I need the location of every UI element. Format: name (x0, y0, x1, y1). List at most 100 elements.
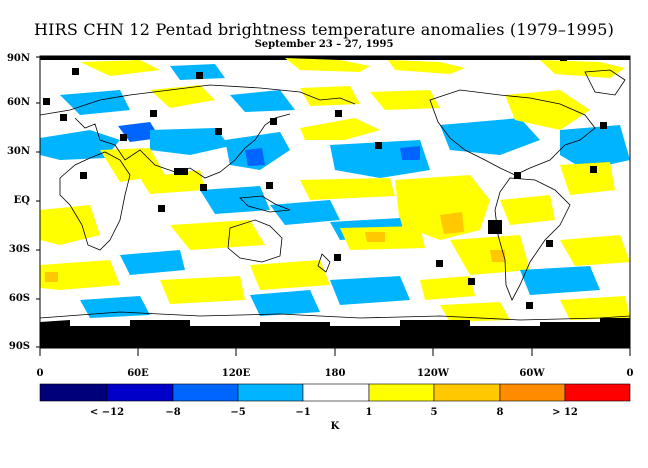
lon-label-180: 180 (324, 368, 346, 379)
missing-data-cell (270, 118, 277, 125)
colorbar-label: −8 (165, 407, 181, 418)
strong-warm-patch (440, 212, 464, 234)
lon-label-120w: 120W (416, 368, 450, 379)
colorbar-bin-5 (302, 383, 370, 402)
north-america-outline (429, 89, 596, 176)
colorbar-label: 8 (496, 407, 504, 418)
coastlines (40, 69, 630, 321)
lat-label-90s: 90S (8, 341, 30, 352)
new-zealand-outline (317, 253, 331, 273)
warm-patch (285, 58, 370, 72)
colorbar-label: −1 (295, 407, 311, 418)
antarctica-coast (40, 311, 630, 321)
missing-data-cell (43, 98, 50, 105)
missing-data-cell (526, 302, 533, 309)
colorbar-bin-6 (368, 383, 435, 402)
indonesia-outline (239, 195, 291, 213)
missing-data-cell (215, 128, 222, 135)
colorbar-unit: K (330, 421, 340, 432)
missing-data-cell (375, 142, 382, 149)
colorbar-bin-4 (237, 383, 304, 402)
missing-data-cell (266, 182, 273, 189)
missing-data-cell (150, 110, 157, 117)
missing-data-cell (436, 260, 443, 267)
missing-data-cell (600, 122, 607, 129)
warm-patch (100, 148, 165, 182)
missing-data-cell (80, 172, 87, 179)
missing-data-cell (200, 184, 207, 191)
lon-label-60e: 60E (127, 368, 149, 379)
warm-patch (388, 60, 465, 74)
warm-patch (170, 220, 265, 250)
missing-data-cell (560, 56, 567, 61)
strong-warm-patch (490, 250, 505, 262)
cold-patch (150, 128, 230, 155)
missing-data-cell (590, 166, 597, 173)
lat-label-30s: 30S (8, 244, 30, 255)
warm-patch (300, 118, 380, 140)
missing-data-cell (468, 278, 475, 285)
cold-patch (440, 118, 540, 155)
lon-label-60w: 60W (519, 368, 545, 379)
cold-patch (120, 250, 185, 275)
greenland-outline (584, 69, 626, 96)
warm-patch (300, 86, 360, 106)
lat-label-30n: 30N (6, 146, 30, 157)
cold-patch (60, 90, 130, 115)
lat-label-60n: 60N (6, 97, 30, 108)
axis-ticks (36, 56, 631, 356)
lat-label-60s: 60S (8, 293, 30, 304)
missing-data-cell (196, 72, 203, 79)
lon-label-0: 0 (36, 368, 44, 379)
warm-patch (300, 178, 395, 200)
warm-patch (560, 162, 615, 195)
africa-outline (59, 151, 131, 251)
warm-patch (395, 175, 490, 240)
colorbar (39, 383, 631, 402)
colorbar-label: −5 (230, 407, 246, 418)
missing-data-cell (60, 114, 67, 121)
warm-patch (540, 60, 625, 78)
warm-patch (40, 260, 120, 290)
eurasia-north-coast (40, 84, 356, 116)
warm-patch (250, 260, 330, 290)
lat-label-90n: 90N (6, 53, 30, 64)
south-america-outline (494, 177, 571, 301)
colorbar-bin-8 (499, 383, 566, 402)
strong-warm-patch (45, 272, 58, 282)
strong-cold-patch (118, 122, 160, 142)
missing-data-cell (546, 240, 553, 247)
arctic-anomalies (80, 58, 625, 80)
missing-data-north (40, 56, 630, 60)
cold-patch (40, 130, 120, 160)
strong-warm-patch (365, 232, 385, 242)
colorbar-label: > 12 (552, 407, 578, 418)
warm-patch (560, 235, 630, 266)
missing-data-cell (335, 110, 342, 117)
colorbar-bin-1 (39, 383, 108, 402)
colorbar-label: < −12 (89, 407, 125, 418)
cold-patch (230, 90, 295, 112)
map-field (40, 56, 630, 348)
lon-label-120e: 120E (221, 368, 251, 379)
colorbar-bin-7 (433, 383, 501, 402)
strong-cold-patch (245, 148, 265, 166)
warm-patch (450, 235, 530, 275)
colorbar-label: 5 (430, 407, 438, 418)
warm-patch (80, 60, 160, 76)
colorbar-bin-9 (564, 383, 631, 402)
australia-outline (227, 219, 283, 263)
colorbar-bin-3 (172, 383, 239, 402)
missing-data-south (40, 318, 630, 348)
southern-anomalies (40, 220, 630, 322)
cold-patch (270, 200, 340, 225)
warm-patch (420, 276, 475, 300)
warm-patch (500, 195, 555, 225)
warm-patch (140, 170, 205, 194)
warm-patch (160, 276, 245, 304)
map-title: HIRS CHN 12 Pentad brightness temperatur… (33, 20, 615, 39)
missing-data-cell (488, 220, 502, 234)
missing-data-cell (174, 168, 188, 175)
strong-cold-patch (400, 146, 420, 160)
